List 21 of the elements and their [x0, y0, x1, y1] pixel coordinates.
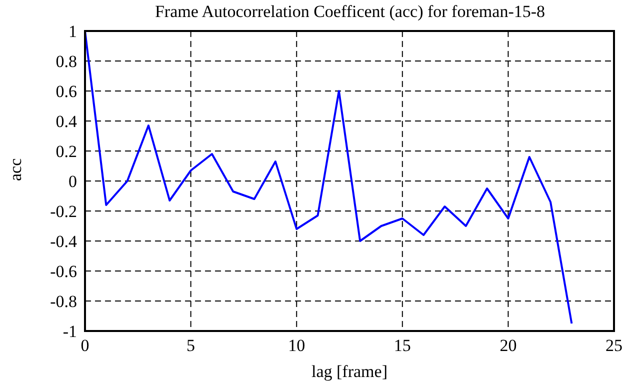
y-tick-label: 1 [68, 22, 77, 42]
y-tick-label: 0 [68, 172, 77, 192]
line-series [85, 31, 573, 324]
x-tick-label: 15 [394, 336, 411, 356]
y-tick-label: -0.8 [50, 292, 77, 312]
y-axis-title: acc [6, 158, 26, 181]
x-tick-label: 10 [288, 336, 306, 356]
y-tick-label: 0.4 [56, 112, 78, 132]
y-tick-label: -0.6 [50, 262, 77, 282]
y-tick-label: -0.4 [50, 232, 78, 252]
x-tick-label: 20 [500, 336, 517, 356]
y-tick-label: 0.6 [56, 82, 77, 102]
y-tick-label: -0.2 [50, 202, 77, 222]
x-tick-label: 25 [606, 336, 622, 356]
x-axis-title: lag [frame] [312, 362, 388, 381]
y-tick-label: -1 [62, 322, 77, 342]
y-tick-label: 0.8 [56, 52, 77, 72]
y-tick-label: 0.2 [56, 142, 77, 162]
chart-title: Frame Autocorrelation Coefficent (acc) for foreman-15-8 [154, 2, 546, 22]
x-tick-label: 0 [80, 336, 90, 356]
x-tick-label: 5 [186, 336, 196, 356]
